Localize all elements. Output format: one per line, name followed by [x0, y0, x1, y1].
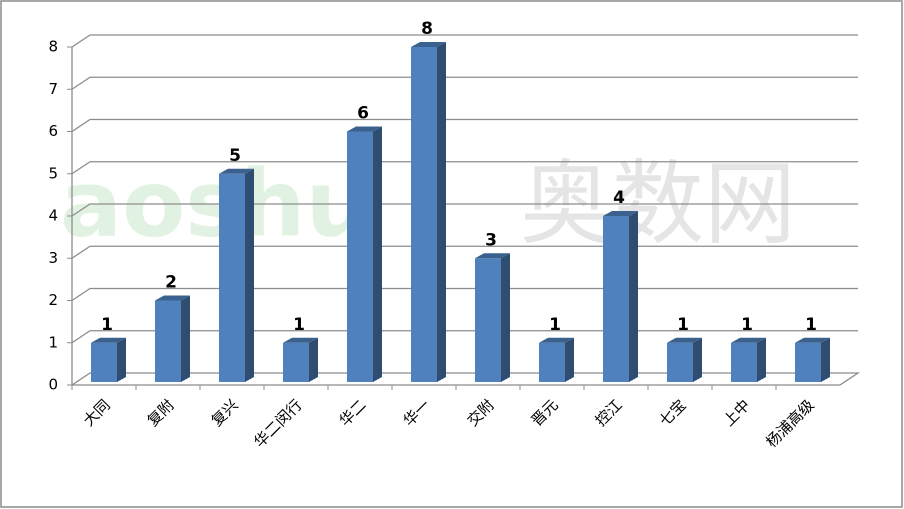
bar	[539, 342, 565, 382]
data-label: 1	[293, 315, 305, 335]
data-label: 3	[485, 230, 497, 250]
bar-top	[155, 295, 190, 301]
bar-side	[757, 337, 766, 382]
bar-top	[91, 337, 126, 343]
data-label: 1	[741, 315, 753, 335]
data-label: 1	[677, 315, 689, 335]
bar-side	[437, 42, 446, 382]
y-tick-label: 5	[48, 164, 58, 182]
grid-line	[71, 34, 858, 48]
bar-top	[667, 337, 702, 343]
data-label: 8	[421, 19, 433, 39]
bar-top	[411, 42, 446, 47]
bar	[283, 342, 309, 382]
bar	[347, 131, 373, 382]
data-label: 1	[549, 315, 561, 335]
data-label: 4	[613, 188, 625, 208]
bar-side	[245, 168, 254, 382]
y-tick-label: 0	[48, 376, 58, 394]
bar-side	[821, 337, 830, 382]
y-tick-label: 7	[48, 80, 58, 98]
bar-top	[795, 337, 830, 343]
y-tick-label: 8	[48, 38, 58, 56]
bar	[219, 173, 245, 382]
grid-line	[71, 287, 858, 302]
data-label: 5	[229, 146, 241, 166]
bar	[155, 300, 181, 382]
bar-top	[603, 211, 638, 216]
grid-line	[71, 245, 858, 259]
bar-top	[539, 337, 574, 343]
grid-line	[71, 161, 858, 175]
bar-side	[629, 211, 638, 382]
grid-line	[71, 203, 858, 217]
data-label: 6	[357, 104, 369, 124]
bar	[795, 342, 821, 382]
bar-side	[501, 253, 510, 382]
bar	[411, 47, 437, 382]
bar-top	[283, 337, 318, 343]
grid-line	[71, 76, 858, 90]
bar-top	[219, 168, 254, 174]
bar-side	[117, 337, 126, 382]
bar-top	[347, 126, 382, 132]
grid-line	[71, 330, 858, 344]
data-label: 2	[165, 273, 177, 293]
bar	[667, 342, 693, 382]
bar-side	[373, 126, 382, 382]
bar-side	[309, 337, 318, 382]
data-label: 1	[101, 315, 113, 335]
y-tick-label: 2	[48, 291, 58, 309]
bar	[731, 342, 757, 382]
bar	[603, 216, 629, 382]
bar-side	[693, 337, 702, 382]
data-label: 1	[805, 315, 817, 335]
bar-side	[565, 337, 574, 382]
y-tick-label: 3	[48, 249, 58, 267]
bar-top	[475, 253, 510, 259]
grid-line	[71, 118, 858, 133]
y-tick-label: 6	[48, 122, 58, 140]
bar-side	[181, 295, 190, 382]
bar-top	[731, 337, 766, 343]
bar	[475, 258, 501, 382]
y-tick-label: 1	[48, 333, 58, 351]
y-tick-label: 4	[48, 207, 58, 225]
bar	[91, 342, 117, 382]
